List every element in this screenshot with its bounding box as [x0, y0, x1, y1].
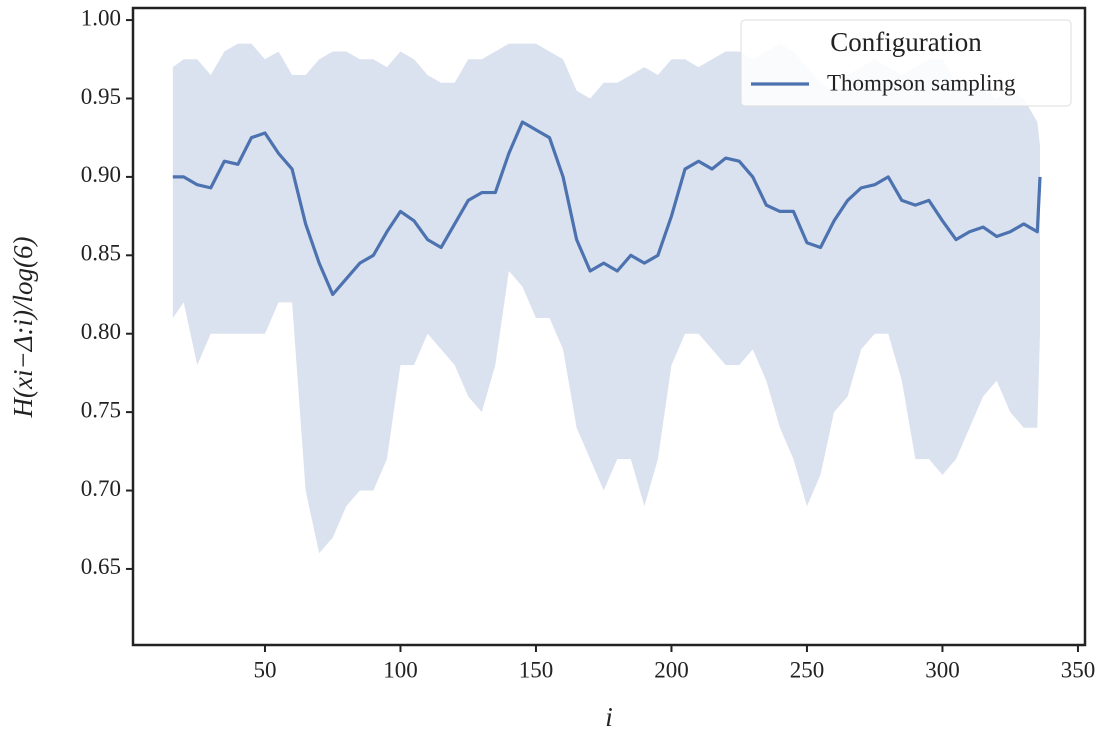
x-tick-label: 200 — [654, 657, 689, 682]
y-tick-label: 0.75 — [81, 397, 121, 422]
line — [172, 120, 1042, 297]
x-tick-label: 150 — [519, 657, 554, 682]
y-tick-label: 0.95 — [81, 84, 121, 109]
legend-label: Thompson sampling — [827, 70, 1016, 95]
y-tick-label: 0.65 — [81, 554, 121, 579]
y-tick-label: 0.85 — [81, 241, 121, 266]
x-tick-label: 50 — [253, 657, 276, 682]
x-tick-label: 350 — [1061, 657, 1096, 682]
y-axis-label: H(xi−Δ:i)/log(6) — [8, 236, 38, 418]
x-tick-label: 100 — [383, 657, 418, 682]
confidence-band — [172, 43, 1041, 554]
y-tick-label: 0.70 — [81, 476, 121, 501]
legend-box — [740, 19, 1072, 107]
y-tick-label: 0.90 — [81, 162, 121, 187]
x-tick-label: 250 — [790, 657, 825, 682]
x-axis-label: i — [605, 702, 613, 732]
legend-title: Configuration — [830, 27, 982, 57]
y-tick-label: 1.00 — [81, 5, 121, 30]
y-tick-label: 0.80 — [81, 319, 121, 344]
x-tick-label: 300 — [925, 657, 960, 682]
plot-frame — [131, 6, 1087, 647]
